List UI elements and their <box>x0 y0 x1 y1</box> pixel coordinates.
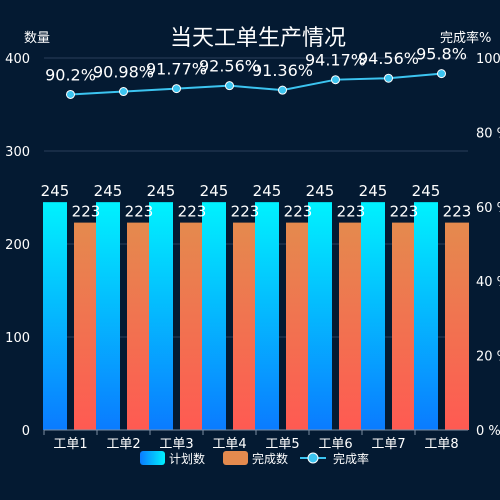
plan-bar <box>43 202 67 430</box>
plan-value-label: 245 <box>41 182 70 200</box>
legend-rate-marker <box>307 452 319 464</box>
rate-value-label: 91.77% <box>146 60 207 79</box>
plan-bar <box>308 202 332 430</box>
chart-title: 当天工单生产情况 <box>170 26 346 51</box>
right-tick-label: 60 % <box>476 201 500 216</box>
right-tick-label: 80 % <box>476 126 500 141</box>
plan-bar <box>202 202 226 430</box>
done-bar <box>445 222 469 430</box>
right-tick-label: 0 % <box>476 424 500 439</box>
right-tick-label: 40 % <box>476 275 500 290</box>
category-label: 工单7 <box>371 437 405 452</box>
plan-value-label: 245 <box>200 182 229 200</box>
done-value-label: 223 <box>178 203 207 221</box>
rate-value-label: 92.56% <box>199 57 260 76</box>
rate-point <box>278 85 287 95</box>
data-labels: 2452232452232452232452232452232452232452… <box>41 45 472 221</box>
plan-value-label: 245 <box>306 182 335 200</box>
legend-done-swatch <box>223 451 248 465</box>
plan-value-label: 245 <box>94 182 123 200</box>
category-label: 工单5 <box>265 437 299 452</box>
legend-done-label: 完成数 <box>252 451 288 466</box>
rate-value-label: 91.36% <box>252 61 313 80</box>
done-bar <box>233 222 257 430</box>
rate-value-label: 90.98% <box>93 63 154 82</box>
legend-plan-label: 计划数 <box>169 451 205 466</box>
left-tick-label: 0 <box>22 424 30 439</box>
rate-line <box>70 72 442 96</box>
rate-point <box>225 81 234 91</box>
left-tick-label: 400 <box>5 52 30 67</box>
category-label: 工单8 <box>424 437 458 452</box>
rate-point <box>172 84 181 94</box>
left-tick-label: 200 <box>5 238 30 253</box>
bar-series <box>43 202 469 430</box>
plan-bar <box>149 202 173 430</box>
plan-value-label: 245 <box>147 182 176 200</box>
rate-point <box>119 87 128 97</box>
done-value-label: 223 <box>443 203 472 221</box>
done-value-label: 223 <box>390 203 419 221</box>
done-value-label: 223 <box>231 203 260 221</box>
rate-point <box>437 69 446 79</box>
legend-plan-swatch <box>140 451 165 465</box>
axes: 0 100 200 300 400 0 % 20 % 40 % 60 % 80 % 100 % 工单1… <box>5 52 500 452</box>
plan-value-label: 245 <box>253 182 282 200</box>
category-label: 工单3 <box>159 437 193 452</box>
done-bar <box>127 222 151 430</box>
category-label: 工单2 <box>106 437 140 452</box>
left-tick-label: 100 <box>5 331 30 346</box>
left-axis-name: 数量 <box>24 31 50 46</box>
legend: 计划数 完成数 完成率 <box>140 451 369 466</box>
rate-value-label: 90.2% <box>45 65 96 84</box>
rate-line-series <box>66 69 446 99</box>
plan-bar <box>414 202 438 430</box>
rate-point <box>384 73 393 83</box>
done-value-label: 223 <box>337 203 366 221</box>
category-label: 工单6 <box>318 437 352 452</box>
rate-value-label: 94.17% <box>305 51 366 70</box>
right-axis-name: 完成率% <box>440 30 491 46</box>
rate-value-label: 94.56% <box>358 49 419 68</box>
done-bar <box>392 222 416 430</box>
right-tick-label: 20 % <box>476 350 500 365</box>
category-label: 工单1 <box>53 437 87 452</box>
done-value-label: 223 <box>284 203 313 221</box>
plan-value-label: 245 <box>359 182 388 200</box>
done-bar <box>74 222 98 430</box>
done-bar <box>180 222 204 430</box>
rate-value-label: 95.8% <box>416 45 467 64</box>
plan-bar <box>96 202 120 430</box>
done-value-label: 223 <box>125 203 154 221</box>
category-label: 工单4 <box>212 437 246 452</box>
rate-point <box>66 89 75 99</box>
right-tick-label: 100 % <box>476 52 500 67</box>
legend-rate-label: 完成率 <box>333 451 369 466</box>
done-value-label: 223 <box>72 203 101 221</box>
done-bar <box>339 222 363 430</box>
plan-bar <box>361 202 385 430</box>
rate-point <box>331 75 340 85</box>
plan-value-label: 245 <box>412 182 441 200</box>
left-tick-label: 300 <box>5 145 30 160</box>
plan-bar <box>255 202 279 430</box>
done-bar <box>286 222 310 430</box>
